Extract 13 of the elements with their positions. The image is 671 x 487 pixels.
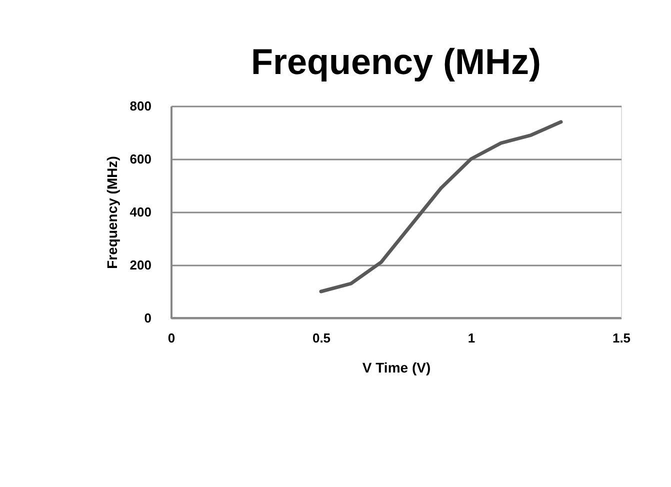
y-tick-label: 200 — [130, 258, 152, 272]
y-axis-title: Frequency (MHz) — [104, 156, 120, 269]
y-tick-label: 800 — [130, 98, 152, 114]
y-tick-label: 600 — [130, 152, 152, 166]
x-tick-label: 1 — [468, 330, 476, 346]
x-tick-label: 1.5 — [612, 330, 631, 346]
x-tick-label: 0 — [168, 330, 176, 346]
line-series — [319, 120, 563, 294]
y-tick-label: 0 — [144, 310, 152, 326]
x-tick-label: 0.5 — [312, 330, 331, 346]
x-axis-title: V Time (V) — [362, 360, 431, 376]
chart-title: Frequency (MHz) — [250, 41, 542, 82]
y-tick-label: 400 — [130, 204, 152, 220]
